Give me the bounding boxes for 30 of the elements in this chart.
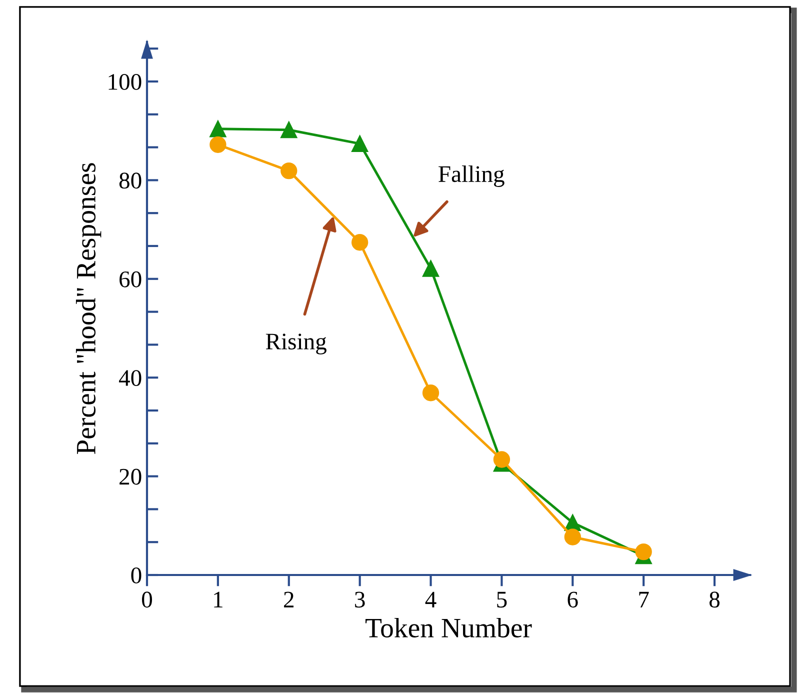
y-tick-label: 20 (120, 468, 142, 485)
point (210, 136, 226, 153)
y-tick-label: 80 (119, 172, 142, 189)
y-tick-label: 60 (120, 271, 142, 288)
point (351, 234, 368, 251)
x-tick-label: 3 (355, 592, 365, 608)
point (635, 543, 652, 560)
point (493, 451, 510, 468)
point (280, 162, 298, 180)
x-tick-label: 5 (497, 592, 507, 608)
point (280, 122, 298, 138)
x-tick-label: 2 (284, 592, 294, 608)
x-tick-label: 7 (639, 592, 649, 608)
text: Rising (266, 334, 326, 354)
x-tick-label: 6 (568, 592, 578, 608)
point (210, 120, 226, 138)
series-label: Falling (438, 165, 504, 187)
y-axis-title: Percent "hood" Responses (76, 163, 102, 454)
x-tick-label: 4 (425, 592, 436, 608)
y-tick-label: 40 (118, 370, 142, 386)
x-axis-title: Token Number (366, 618, 532, 638)
point (351, 135, 368, 152)
x-tick-label: 1 (214, 592, 222, 608)
y-tick-label: 0 (131, 567, 142, 584)
point (422, 260, 440, 277)
point (564, 528, 581, 546)
y-tick-label: 100 (108, 74, 142, 90)
x-tick-label: 8 (710, 592, 720, 608)
point (422, 384, 440, 402)
x-tick-label: 0 (142, 592, 152, 608)
